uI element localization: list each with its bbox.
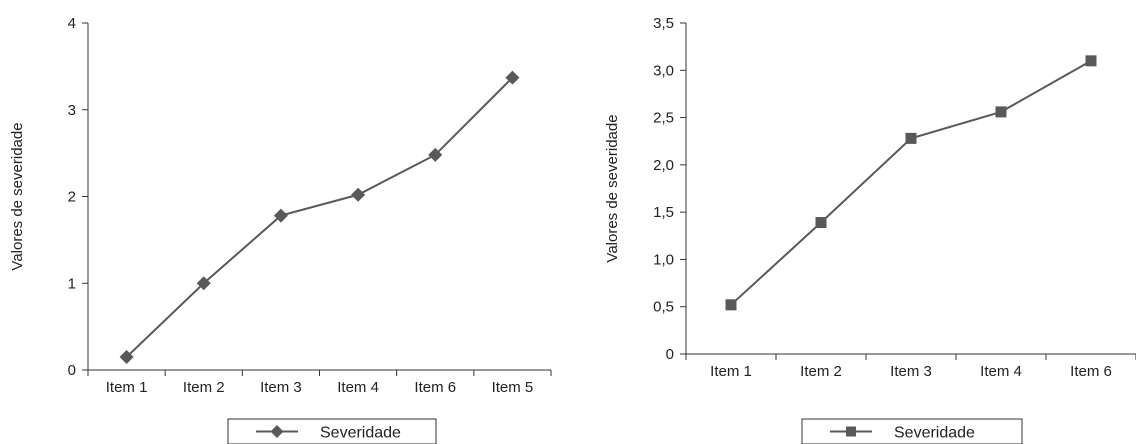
x-tick-label: Item 6 xyxy=(1070,363,1112,380)
data-point-square xyxy=(905,132,917,144)
legend-marker-diamond xyxy=(270,425,284,438)
y-tick-label: 3,5 xyxy=(653,15,674,32)
chart-right: 0 0,5 1,0 1,5 2,0 2,5 3,0 3,5 Item 1 Item 2 Item 3… xyxy=(604,15,1136,444)
data-point-square xyxy=(1085,55,1097,67)
y-tick-label: 0 xyxy=(68,362,76,379)
data-point-diamond xyxy=(196,276,211,291)
series-line xyxy=(125,76,514,358)
legend-label: Severidade xyxy=(320,425,401,442)
data-point-square xyxy=(725,299,737,311)
x-tick-label: Item 3 xyxy=(890,363,932,380)
y-tick-label: 3,0 xyxy=(653,62,674,79)
y-tick-label: 2,5 xyxy=(653,110,674,127)
x-tick-label: Item 2 xyxy=(800,363,842,380)
x-tick-label: Item 4 xyxy=(337,379,379,396)
legend-box xyxy=(227,418,437,444)
data-point-square xyxy=(995,106,1007,118)
x-tick-label: Item 6 xyxy=(414,379,456,396)
y-axis-label: Valores de severidade xyxy=(9,122,26,270)
legend-marker-square xyxy=(846,426,856,437)
legend-label: Severidade xyxy=(894,425,975,442)
data-point-diamond xyxy=(119,349,134,364)
data-point-diamond xyxy=(273,208,288,223)
x-tick-label: Item 1 xyxy=(106,379,148,396)
y-tick-label: 2,0 xyxy=(653,157,674,174)
data-point-diamond xyxy=(428,147,443,162)
data-point-diamond xyxy=(505,70,520,85)
y-tick-label: 4 xyxy=(68,15,76,32)
y-tick-label: 1,5 xyxy=(653,204,674,221)
y-tick-label: 0,5 xyxy=(653,299,674,316)
x-tick-label: Item 1 xyxy=(710,363,752,380)
x-tick-label: Item 3 xyxy=(260,379,302,396)
y-tick-label: 2 xyxy=(68,189,76,206)
chart-left: 0 1 2 3 4 Item 1 Item 2 Item 3 Item 4 Item 6 Item … xyxy=(9,15,552,444)
data-point-diamond xyxy=(351,187,366,202)
y-tick-label: 1 xyxy=(68,275,76,292)
x-tick-label: Item 5 xyxy=(492,379,534,396)
y-axis-label: Valores de severidade xyxy=(604,114,621,262)
y-tick-label: 1,0 xyxy=(653,251,674,268)
x-tick-label: Item 2 xyxy=(183,379,225,396)
data-point-square xyxy=(815,217,827,229)
x-tick-label: Item 4 xyxy=(980,363,1022,380)
series-line xyxy=(730,59,1092,306)
y-tick-label: 3 xyxy=(68,102,76,119)
y-tick-label: 0 xyxy=(666,346,674,363)
